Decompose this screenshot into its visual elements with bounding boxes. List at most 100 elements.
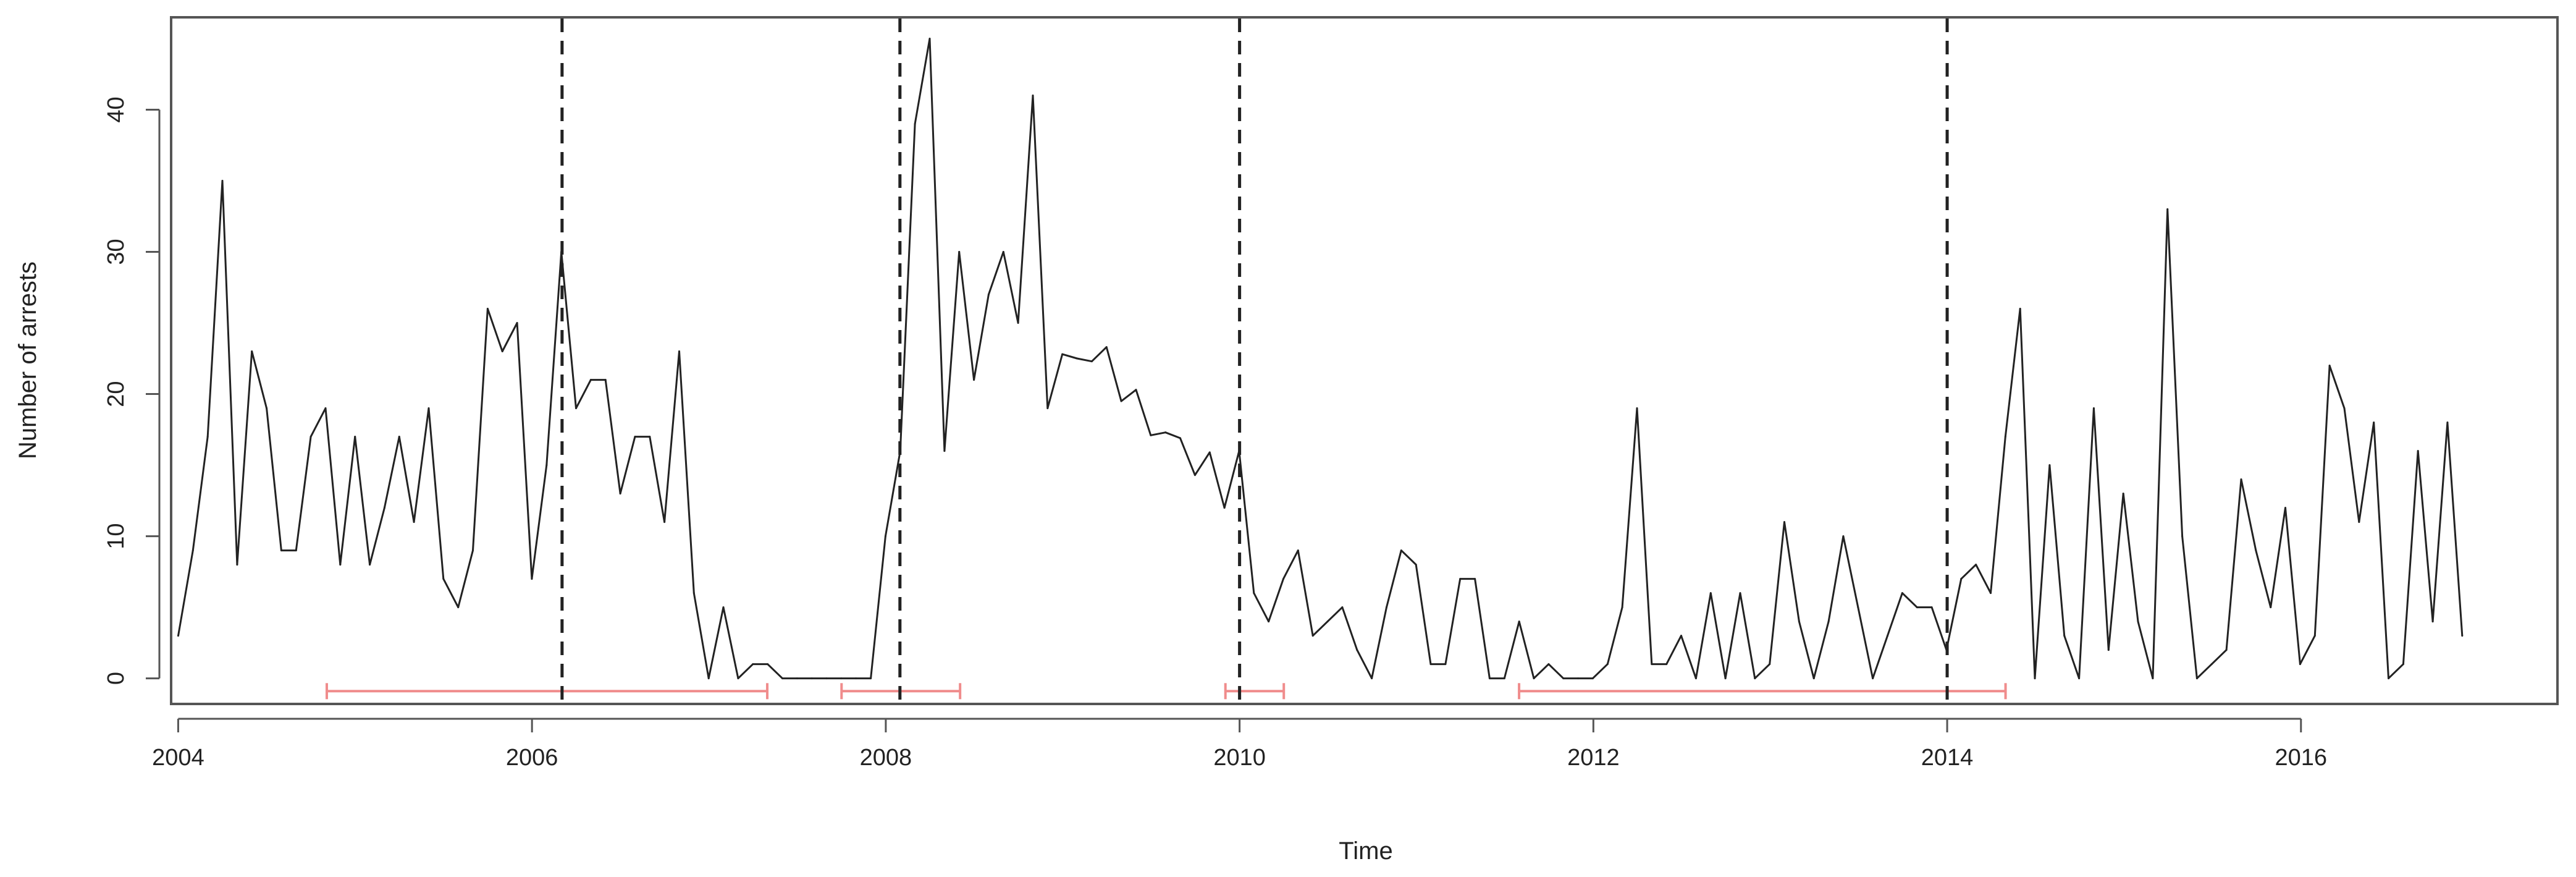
data-point (442, 578, 445, 580)
data-point (2373, 422, 2375, 424)
data-point (2048, 464, 2051, 467)
data-point (1547, 663, 1550, 666)
data-point (604, 379, 607, 381)
interval-3 (1224, 683, 1286, 700)
data-point (1886, 635, 1888, 637)
data-point (1268, 621, 1270, 623)
data-point (796, 677, 798, 680)
data-point (2166, 208, 2169, 211)
data-point (1916, 606, 1918, 609)
x-tick-label: 2006 (506, 745, 558, 771)
data-point (1827, 621, 1830, 623)
data-point (1518, 621, 1520, 623)
data-point (280, 549, 282, 552)
data-point (1562, 677, 1565, 680)
data-point (1017, 322, 1019, 324)
x-tick-label: 2008 (860, 745, 912, 771)
data-point (1002, 251, 1004, 253)
data-point (2358, 521, 2360, 523)
data-point (1238, 450, 1240, 452)
x-tick-label: 2012 (1567, 745, 1620, 771)
data-point (1341, 606, 1344, 609)
data-point (1872, 677, 1874, 680)
y-axis-title: Number of arrests (14, 261, 41, 459)
interval-1 (325, 683, 769, 700)
data-point (973, 379, 975, 381)
data-point (192, 549, 194, 552)
data-point (707, 677, 710, 680)
data-point (1179, 437, 1182, 439)
data-point (531, 578, 533, 580)
data-point (1076, 357, 1079, 360)
data-point (2019, 308, 2021, 310)
data-point (2210, 663, 2213, 666)
data-point (1709, 592, 1712, 595)
data-point (1223, 507, 1226, 509)
data-point (369, 564, 371, 566)
data-point (1120, 400, 1122, 402)
data-point (840, 677, 843, 680)
data-point (1415, 564, 1417, 566)
data-point (2402, 663, 2404, 666)
data-point (2431, 621, 2434, 623)
y-tick-label: 10 (103, 523, 129, 549)
data-point (1385, 606, 1387, 609)
data-point (575, 407, 578, 410)
data-point (1105, 346, 1108, 349)
data-point (943, 450, 946, 452)
data-point (1488, 677, 1491, 680)
data-point (752, 663, 754, 666)
data-point (1459, 578, 1462, 580)
data-point (206, 436, 209, 438)
data-point (737, 677, 739, 680)
data-point (2461, 635, 2464, 637)
data-point (1164, 431, 1167, 434)
data-point (1474, 578, 1476, 580)
data-point (1621, 606, 1623, 609)
data-point (2299, 663, 2301, 666)
data-point (1311, 635, 1314, 637)
data-point (1193, 474, 1196, 477)
data-point (516, 322, 518, 324)
data-point (825, 677, 828, 680)
y-tick-label: 20 (103, 381, 129, 407)
data-point (2313, 635, 2316, 637)
data-point (810, 677, 813, 680)
data-point (1812, 677, 1815, 680)
data-point (1208, 451, 1211, 454)
x-tick-label: 2004 (152, 745, 204, 771)
data-point (236, 564, 238, 566)
data-point (2181, 535, 2184, 538)
y-axis: 0 10 20 30 40 (103, 96, 161, 685)
data-point (1857, 606, 1859, 609)
data-point (1533, 677, 1535, 680)
data-point (987, 294, 990, 296)
y-tick-label: 0 (103, 672, 129, 685)
data-point (2270, 606, 2272, 609)
data-point (472, 549, 474, 552)
data-point (309, 436, 312, 438)
data-point (2078, 677, 2081, 680)
data-point (1975, 564, 1977, 566)
data-point (958, 251, 961, 253)
data-point (722, 606, 725, 609)
data-point (1503, 677, 1505, 680)
data-point (2092, 407, 2095, 410)
data-point (1150, 434, 1152, 436)
data-point (884, 535, 886, 538)
data-point (1135, 389, 1137, 391)
x-axis-title: Time (1339, 837, 1392, 865)
data-point (1297, 549, 1299, 552)
data-point (2063, 635, 2066, 637)
data-point (2240, 478, 2242, 481)
data-point (1356, 649, 1358, 651)
data-point (928, 38, 931, 40)
data-point (2122, 493, 2124, 495)
data-point (1989, 592, 1992, 595)
interval-markers (325, 683, 2007, 700)
data-point (767, 663, 769, 666)
x-axis: 2004 2006 2008 2010 2012 2014 2016 (152, 718, 2327, 771)
data-point (1061, 353, 1064, 355)
data-point (383, 507, 385, 509)
